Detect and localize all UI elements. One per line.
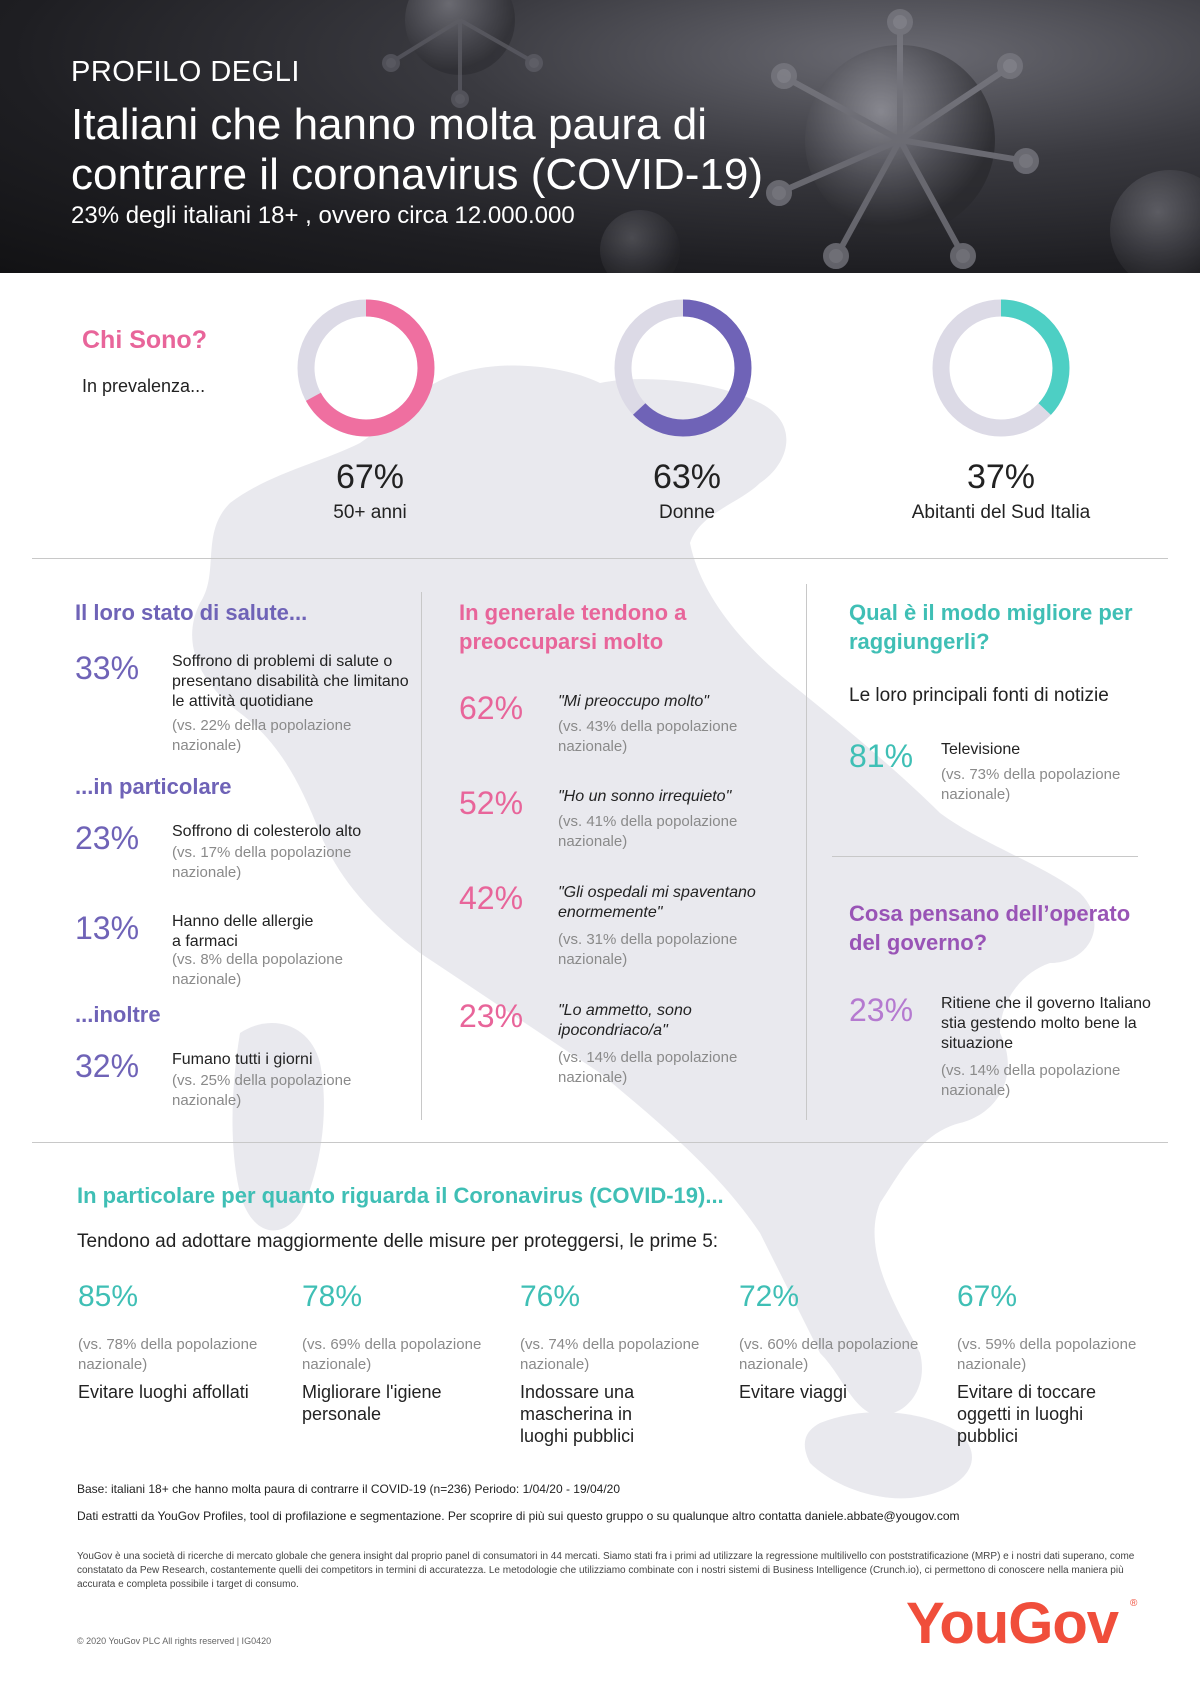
footer-about: YouGov è una società di ricerche di merc… xyxy=(77,1551,1135,1590)
reach-stat1-text: Televisione xyxy=(941,741,1021,758)
measure-2-pct: 78% xyxy=(302,1280,363,1313)
health-stat4-text: Fumano tutti i giorni xyxy=(172,1051,313,1068)
who-subtitle: In prevalenza... xyxy=(82,376,206,396)
reach-stat1-pct: 81% xyxy=(849,738,914,774)
worry-stat2-pct: 52% xyxy=(459,785,524,821)
covid-title: In particolare per quanto riguarda il Co… xyxy=(77,1183,724,1208)
registered-mark: ® xyxy=(1130,1598,1138,1609)
divider-top xyxy=(32,558,1168,559)
health-stat4-pct: 32% xyxy=(75,1048,140,1084)
donut-arc xyxy=(297,299,435,437)
divider-col2 xyxy=(806,584,807,1120)
measure-3-pct: 76% xyxy=(520,1280,581,1313)
health-stat2-pct: 23% xyxy=(75,820,140,856)
measure-1-vs: (vs. 78% della popolazione nazionale) xyxy=(78,1336,258,1373)
divider-col1 xyxy=(421,592,422,1120)
donut-south xyxy=(932,299,1070,437)
reach-title: Qual è il modo migliore per raggiungerli… xyxy=(849,600,1133,654)
worry-title: In generale tendono a preoccuparsi molto xyxy=(459,600,687,654)
health-stat2-text: Soffrono di colesterolo alto xyxy=(172,823,362,840)
health-stat3-text: Hanno delle allergie a farmaci xyxy=(172,913,314,950)
worry-stat2-vs: (vs. 41% della popolazione nazionale) xyxy=(558,813,738,850)
health-stat3-vs: (vs. 8% della popolazione nazionale) xyxy=(172,951,343,988)
virus-background-icon xyxy=(382,0,1200,273)
divider-col3 xyxy=(832,856,1138,857)
health-stat1-pct: 33% xyxy=(75,650,140,686)
reach-stat1-vs: (vs. 73% della popolazione nazionale) xyxy=(941,766,1121,803)
page-subtitle: 23% degli italiani 18+ , ovvero circa 12… xyxy=(71,202,575,229)
worry-stat2-text: "Ho un sonno irrequieto" xyxy=(558,788,732,805)
worry-stat1-text: "Mi preoccupo molto" xyxy=(558,693,709,710)
footer-base: Base: italiani 18+ che hanno molta paura… xyxy=(77,1482,620,1496)
health-stat4-vs: (vs. 25% della popolazione nazionale) xyxy=(172,1072,352,1109)
divider-bottom xyxy=(32,1142,1168,1143)
donut-women-label: Donne xyxy=(659,502,715,523)
health-stat1-vs: (vs. 22% della popolazione nazionale) xyxy=(172,717,352,754)
measure-1-pct: 85% xyxy=(78,1280,139,1313)
worry-stat1-pct: 62% xyxy=(459,690,524,726)
worry-stat4-text: "Lo ammetto, sono ipocondriaco/a" xyxy=(558,1002,692,1039)
worry-stat1-vs: (vs. 43% della popolazione nazionale) xyxy=(558,718,738,755)
health-particolare: ...in particolare xyxy=(75,774,232,799)
health-stat1-text: Soffrono di problemi di salute o present… xyxy=(172,653,409,710)
measure-3-vs: (vs. 74% della popolazione nazionale) xyxy=(520,1336,700,1373)
health-stat3-pct: 13% xyxy=(75,910,140,946)
measure-4-pct: 72% xyxy=(739,1280,800,1313)
measure-4-vs: (vs. 60% della popolazione nazionale) xyxy=(739,1336,919,1373)
measure-2-label: Migliorare l'igiene personale xyxy=(302,1382,442,1424)
measure-5-vs: (vs. 59% della popolazione nazionale) xyxy=(957,1336,1137,1373)
measure-2-vs: (vs. 69% della popolazione nazionale) xyxy=(302,1336,482,1373)
worry-stat3-text: "Gli ospedali mi spaventano enormemente" xyxy=(558,884,756,921)
donut-south-value: 37% xyxy=(966,458,1036,496)
header-kicker: PROFILO DEGLI xyxy=(71,56,300,88)
page-title: Italiani che hanno molta paura di contra… xyxy=(71,100,763,199)
covid-subtitle: Tendono ad adottare maggiormente delle m… xyxy=(77,1231,719,1252)
gov-stat1-text: Ritiene che il governo Italiano stia ges… xyxy=(941,995,1151,1052)
worry-stat4-vs: (vs. 14% della popolazione nazionale) xyxy=(558,1049,738,1086)
measure-3-label: Indossare una mascherina in luoghi pubbl… xyxy=(520,1382,635,1446)
worry-stat4-pct: 23% xyxy=(459,998,524,1034)
gov-stat1-vs: (vs. 14% della popolazione nazionale) xyxy=(941,1062,1121,1099)
worry-stat3-vs: (vs. 31% della popolazione nazionale) xyxy=(558,931,738,968)
donut-arc xyxy=(932,299,1070,437)
health-stat2-vs: (vs. 17% della popolazione nazionale) xyxy=(172,844,352,881)
footer-data: Dati estratti da YouGov Profiles, tool d… xyxy=(77,1509,960,1523)
donut-women xyxy=(614,299,752,437)
worry-stat3-pct: 42% xyxy=(459,880,524,916)
measure-5-pct: 67% xyxy=(957,1280,1018,1313)
donut-age-value: 67% xyxy=(335,458,405,496)
gov-stat1-pct: 23% xyxy=(849,992,914,1028)
footer-copyright: © 2020 YouGov PLC All rights reserved | … xyxy=(77,1636,272,1646)
health-inoltre: ...inoltre xyxy=(75,1002,161,1027)
donut-arc xyxy=(614,299,752,437)
who-title: Chi Sono? xyxy=(82,326,207,354)
measure-4-label: Evitare viaggi xyxy=(739,1382,848,1402)
health-title: Il loro stato di salute... xyxy=(75,600,308,625)
donut-age-label: 50+ anni xyxy=(333,502,407,523)
measure-5-label: Evitare di toccare oggetti in luoghi pub… xyxy=(957,1382,1097,1446)
donut-women-value: 63% xyxy=(652,458,722,496)
yougov-logo: YouGov xyxy=(906,1591,1119,1656)
donut-age xyxy=(297,299,435,437)
header-banner: PROFILO DEGLI Italiani che hanno molta p… xyxy=(0,0,1200,273)
measure-1-label: Evitare luoghi affollati xyxy=(78,1382,249,1402)
donut-south-label: Abitanti del Sud Italia xyxy=(911,502,1091,523)
reach-subtitle: Le loro principali fonti di notizie xyxy=(849,685,1109,706)
gov-title: Cosa pensano dell’operato del governo? xyxy=(849,901,1131,955)
